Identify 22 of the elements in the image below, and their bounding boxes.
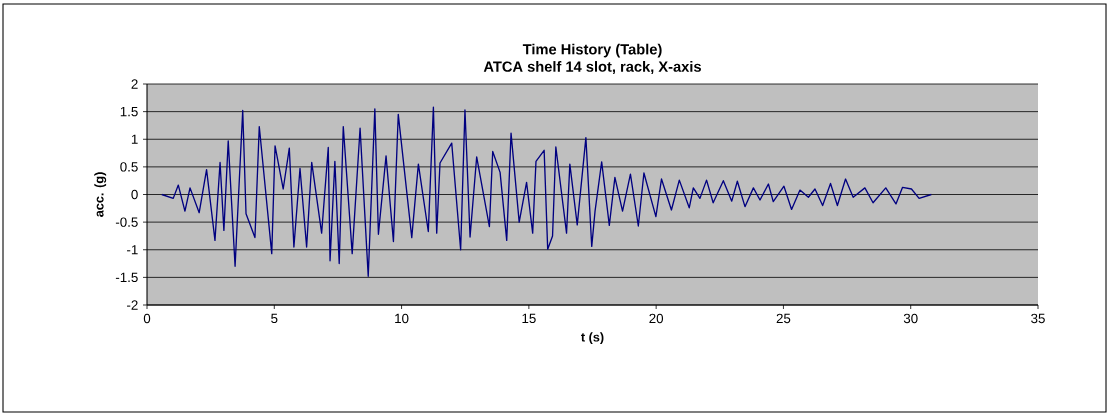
x-tick-label: 25 [776, 313, 791, 324]
x-tick-label: 15 [522, 313, 536, 324]
y-tick-label: 0 [131, 189, 138, 200]
y-tick-label: 0.5 [120, 162, 138, 172]
y-tick-label: -2 [127, 300, 138, 310]
y-tick-label: -1.5 [115, 272, 138, 283]
y-axis-title: acc. (g) [94, 172, 107, 217]
y-tick-label: 2 [131, 79, 138, 89]
y-tick-label: 1 [131, 134, 138, 144]
x-tick-label: 10 [395, 313, 409, 324]
x-axis-title: t (s) [581, 332, 604, 345]
line-series [161, 106, 933, 277]
x-tick-label: 5 [271, 313, 278, 324]
x-tick-label: 20 [649, 313, 664, 324]
y-tick-label: -0.5 [115, 217, 138, 227]
x-tick-label: 0 [143, 313, 151, 324]
x-tick-label: 35 [1031, 313, 1045, 324]
y-tick-label: 1.5 [120, 106, 138, 117]
y-tick-label: -1 [127, 245, 138, 255]
chart-title: Time History (Table) [522, 43, 662, 58]
x-tick-label: 30 [903, 313, 918, 324]
chart-subtitle: ATCA shelf 14 slot, rack, X-axis [483, 61, 701, 74]
